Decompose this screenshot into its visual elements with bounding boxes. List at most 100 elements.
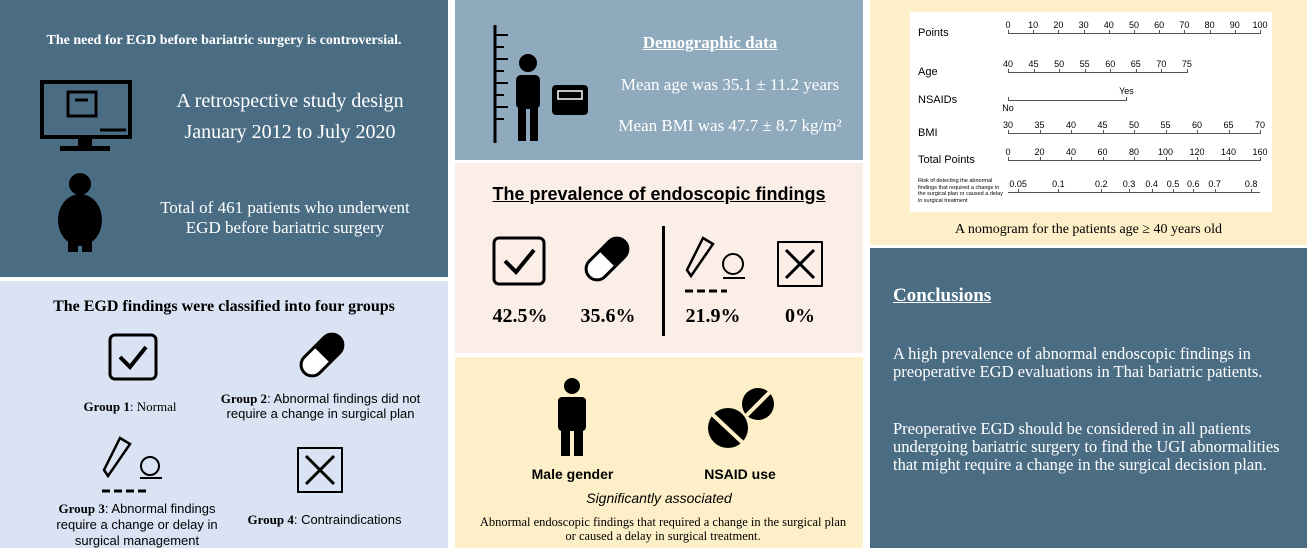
nomogram-tick-label: 0.2 bbox=[1086, 179, 1116, 189]
monitor-icon bbox=[40, 80, 140, 155]
nomogram-tick bbox=[1084, 30, 1085, 34]
nomogram-tick bbox=[1034, 69, 1035, 73]
nomogram-tick bbox=[1071, 130, 1072, 134]
page: The need for EGD before bariatric surger… bbox=[0, 0, 1307, 548]
nomogram-tick bbox=[1251, 189, 1252, 193]
nomogram-tick bbox=[1166, 130, 1167, 134]
prev-value: 0% bbox=[760, 305, 840, 328]
scale-icon bbox=[490, 25, 590, 145]
nomogram-tick bbox=[1058, 30, 1059, 34]
nomogram-tick bbox=[1008, 69, 1009, 73]
nomogram-tick bbox=[1008, 130, 1009, 134]
nomogram-tick bbox=[1166, 157, 1167, 161]
demo-title: Demographic data bbox=[600, 33, 820, 53]
nomogram-tick bbox=[1129, 189, 1130, 193]
nomogram-tick bbox=[1161, 69, 1162, 73]
nomogram-tick bbox=[1085, 69, 1086, 73]
nomogram-tick-label: 30 bbox=[993, 120, 1023, 130]
nomogram-tick-label: 0.8 bbox=[1236, 179, 1266, 189]
nomogram-tick bbox=[1008, 30, 1009, 34]
nomogram-tick bbox=[1059, 69, 1060, 73]
nomogram-tick bbox=[1197, 130, 1198, 134]
group-item: Group 3: Abnormal findings require a cha… bbox=[42, 501, 232, 549]
patients-line: EGD before bariatric surgery bbox=[130, 218, 440, 238]
nomogram-tick bbox=[1134, 130, 1135, 134]
nomogram-tick-label: 80 bbox=[1119, 147, 1149, 157]
pill-icon bbox=[295, 330, 350, 380]
patients-line: Total of 461 patients who underwent bbox=[130, 198, 440, 218]
nomogram-row-label: Age bbox=[918, 66, 938, 78]
factor: NSAID use bbox=[680, 466, 800, 482]
check-icon bbox=[108, 333, 158, 383]
conclusion-paragraph: Preoperative EGD should be considered in… bbox=[893, 420, 1283, 474]
nomogram-tick bbox=[1110, 69, 1111, 73]
nomogram-tick-label: 120 bbox=[1182, 147, 1212, 157]
design-line: January 2012 to July 2020 bbox=[150, 117, 430, 148]
pill-icon bbox=[580, 232, 635, 287]
nomogram-tick bbox=[1040, 157, 1041, 161]
nomogram-tick bbox=[1184, 30, 1185, 34]
conclusions-title: Conclusions bbox=[893, 285, 991, 307]
group-name: Group 3 bbox=[59, 501, 105, 516]
prev-value: 42.5% bbox=[480, 305, 560, 328]
nomogram-tick bbox=[1159, 30, 1160, 34]
nomogram-axis bbox=[1008, 72, 1187, 73]
assoc-outcome: Abnormal endoscopic findings that requir… bbox=[478, 515, 848, 543]
nomogram-tick bbox=[1071, 157, 1072, 161]
nomogram-tick-label: 0.7 bbox=[1200, 179, 1230, 189]
nomogram-tick-label: 75 bbox=[1172, 59, 1202, 69]
group-item: Group 4: Contraindications bbox=[232, 512, 417, 528]
group-item: Group 2: Abnormal findings did not requi… bbox=[208, 391, 433, 421]
nomogram-tick-label: 0.05 bbox=[1003, 179, 1033, 189]
assoc-note: Significantly associated bbox=[455, 490, 863, 506]
nomogram-tick bbox=[1210, 30, 1211, 34]
nomogram-axis bbox=[1008, 192, 1260, 193]
nomogram-row-label: NSAIDs bbox=[918, 94, 957, 106]
nomogram-tick bbox=[1136, 69, 1137, 73]
nomogram-tick bbox=[1260, 30, 1261, 34]
nomogram-tick bbox=[1134, 157, 1135, 161]
nomogram-tick bbox=[1018, 189, 1019, 193]
nomogram-tick bbox=[1033, 30, 1034, 34]
nomogram-tick-label: 35 bbox=[1025, 120, 1055, 130]
nsaid-icon bbox=[706, 386, 776, 451]
groups-title: The EGD findings were classified into fo… bbox=[0, 298, 448, 316]
nomogram-tick-label: Yes bbox=[1111, 86, 1141, 96]
nomogram-tick-label: 160 bbox=[1245, 147, 1275, 157]
design-line: A retrospective study design bbox=[150, 86, 430, 117]
nomogram-tick-label: 70 bbox=[1245, 120, 1275, 130]
nomogram-tick bbox=[1229, 157, 1230, 161]
group-name: Group 4 bbox=[247, 512, 293, 527]
nomogram-tick-label: 50 bbox=[1119, 120, 1149, 130]
nomogram-axis bbox=[1008, 100, 1126, 101]
nomogram-tick-label: 40 bbox=[1056, 147, 1086, 157]
nomogram-tick bbox=[1152, 189, 1153, 193]
nomogram-tick bbox=[1187, 69, 1188, 73]
nomogram-tick bbox=[1235, 30, 1236, 34]
cross-icon bbox=[776, 240, 824, 288]
group-name: Group 1 bbox=[84, 399, 130, 414]
nomogram-tick-label: 100 bbox=[1151, 147, 1181, 157]
conclusion-paragraph: A high prevalence of abnormal endoscopic… bbox=[893, 345, 1283, 381]
nomogram-caption: A nomogram for the patients age ≥ 40 yea… bbox=[870, 222, 1307, 238]
prev-value: 35.6% bbox=[568, 305, 648, 328]
nomogram-tick-label: 0.1 bbox=[1043, 179, 1073, 189]
nomogram-tick bbox=[1134, 30, 1135, 34]
divider bbox=[662, 226, 665, 336]
group-item: Group 1: Normal bbox=[60, 399, 200, 415]
nomogram-tick bbox=[1126, 97, 1127, 101]
nomogram-row-label: Points bbox=[918, 27, 949, 39]
nomogram-tick bbox=[1008, 97, 1009, 101]
nomogram-tick-label: 0 bbox=[993, 147, 1023, 157]
cross-icon bbox=[296, 446, 344, 494]
nomogram-tick-label: 60 bbox=[1182, 120, 1212, 130]
nomogram-row-label: Risk of detecting the abnormal findings … bbox=[918, 178, 1004, 204]
nomogram-tick bbox=[1101, 189, 1102, 193]
nomogram-tick-label: 20 bbox=[1025, 147, 1055, 157]
nomogram-tick bbox=[1008, 157, 1009, 161]
nomogram-tick-label: 65 bbox=[1214, 120, 1244, 130]
scalpel-clock-icon bbox=[100, 436, 170, 494]
nomogram-row-label: Total Points bbox=[918, 154, 975, 166]
group-text: : Normal bbox=[130, 399, 177, 414]
scalpel-clock-icon bbox=[683, 236, 753, 296]
